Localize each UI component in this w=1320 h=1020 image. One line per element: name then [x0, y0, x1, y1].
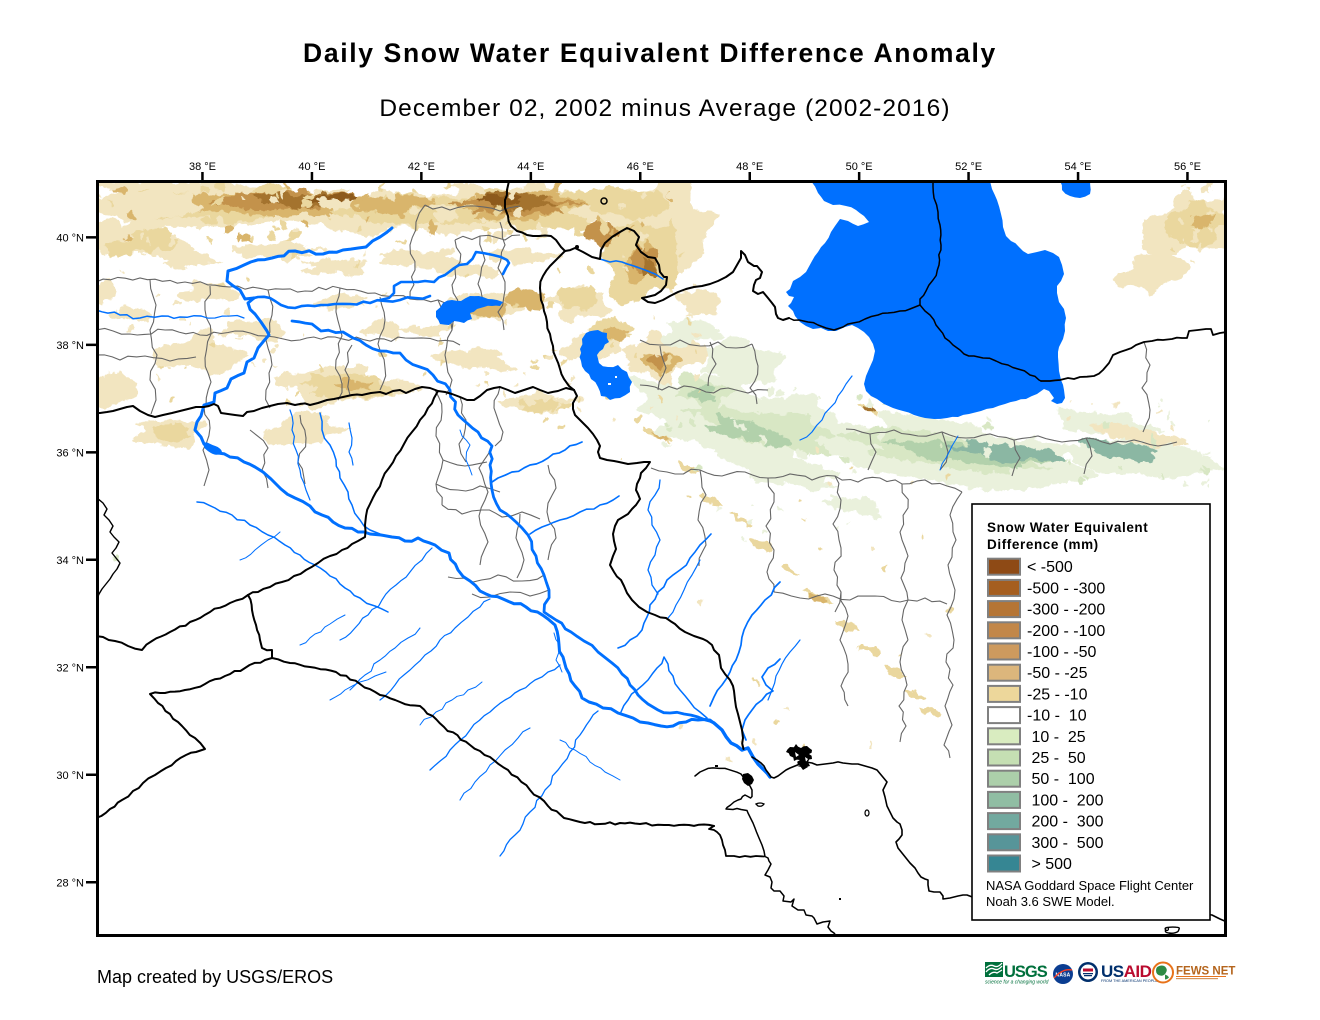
svg-text:50 °E: 50 °E — [846, 161, 873, 173]
svg-text:NASA Goddard Space Flight Cent: NASA Goddard Space Flight Center — [986, 878, 1194, 893]
svg-text:Map created by USGS/EROS: Map created by USGS/EROS — [97, 967, 333, 987]
svg-text:-10 - 10: -10 - 10 — [1027, 708, 1087, 725]
svg-text:34 °N: 34 °N — [56, 555, 84, 567]
svg-text:48 °E: 48 °E — [736, 161, 763, 173]
svg-text:200 - 300: 200 - 300 — [1027, 814, 1104, 831]
svg-text:56 °E: 56 °E — [1174, 161, 1201, 173]
svg-text:40 °E: 40 °E — [298, 161, 325, 173]
svg-text:Noah 3.6 SWE Model.: Noah 3.6 SWE Model. — [986, 894, 1115, 909]
svg-text:-100 - -50: -100 - -50 — [1027, 644, 1096, 661]
svg-text:54 °E: 54 °E — [1064, 161, 1091, 173]
svg-text:38 °N: 38 °N — [56, 340, 84, 352]
svg-text:25 - 50: 25 - 50 — [1027, 750, 1086, 767]
svg-text:USAID: USAID — [1101, 962, 1152, 981]
svg-text:FROM THE AMERICAN PEOPLE: FROM THE AMERICAN PEOPLE — [1101, 979, 1158, 983]
svg-text:50 - 100: 50 - 100 — [1027, 771, 1095, 788]
svg-text:32 °N: 32 °N — [56, 662, 84, 674]
svg-text:Snow Water Equivalent: Snow Water Equivalent — [987, 520, 1148, 535]
svg-text:44 °E: 44 °E — [517, 161, 544, 173]
svg-text:300 - 500: 300 - 500 — [1027, 835, 1104, 852]
svg-text:NASA: NASA — [1056, 973, 1071, 979]
svg-text:28 °N: 28 °N — [56, 877, 84, 889]
svg-text:< -500: < -500 — [1027, 559, 1073, 576]
svg-text:-50 - -25: -50 - -25 — [1027, 665, 1088, 682]
svg-text:10 - 25: 10 - 25 — [1027, 729, 1086, 746]
svg-text:40 °N: 40 °N — [56, 232, 84, 244]
svg-text:Daily Snow Water Equivalent Di: Daily Snow Water Equivalent Difference A… — [303, 38, 997, 68]
svg-text:30 °N: 30 °N — [56, 770, 84, 782]
svg-text:science for a changing world: science for a changing world — [985, 980, 1049, 986]
svg-text:46 °E: 46 °E — [627, 161, 654, 173]
svg-text:FEWS NET: FEWS NET — [1176, 966, 1235, 978]
svg-text:-500 - -300: -500 - -300 — [1027, 580, 1105, 597]
svg-text:-200 - -100: -200 - -100 — [1027, 623, 1105, 640]
svg-text:52 °E: 52 °E — [955, 161, 982, 173]
svg-text:USGS: USGS — [1004, 963, 1048, 981]
svg-text:36 °N: 36 °N — [56, 447, 84, 459]
svg-text:100 - 200: 100 - 200 — [1027, 792, 1104, 809]
svg-text:-300 - -200: -300 - -200 — [1027, 602, 1105, 619]
svg-text:> 500: > 500 — [1027, 856, 1072, 873]
svg-text:-25 - -10: -25 - -10 — [1027, 686, 1088, 703]
svg-text:December 02, 2002 minus Averag: December 02, 2002 minus Average (2002-20… — [379, 95, 950, 122]
svg-text:42 °E: 42 °E — [408, 161, 435, 173]
svg-text:Difference (mm): Difference (mm) — [987, 537, 1099, 552]
svg-text:38 °E: 38 °E — [189, 161, 216, 173]
